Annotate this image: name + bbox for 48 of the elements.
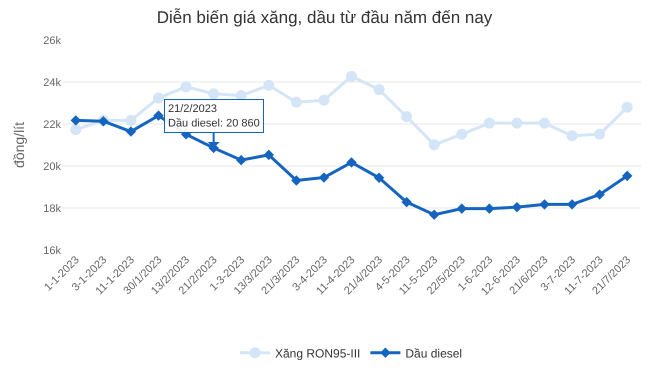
y-tick-label: 20k: [43, 160, 62, 173]
y-axis-title: đồng/lít: [11, 122, 27, 168]
point: [456, 203, 467, 214]
point: [318, 172, 330, 183]
y-tick-label: 22k: [43, 118, 62, 131]
point: [594, 128, 606, 140]
point: [70, 115, 81, 126]
point: [318, 94, 330, 106]
point: [594, 189, 605, 200]
point: [125, 114, 136, 126]
point: [236, 154, 246, 166]
point: [180, 81, 192, 92]
point: [346, 70, 357, 82]
y-tick-label: 26k: [43, 34, 62, 47]
point: [484, 203, 495, 214]
point: [401, 111, 412, 122]
point: [429, 210, 440, 220]
point: [401, 196, 412, 208]
point: [70, 124, 82, 136]
point: [622, 170, 632, 182]
point: [512, 202, 522, 212]
point: [511, 118, 522, 129]
y-tick-label: 18k: [43, 202, 62, 215]
point: [374, 84, 385, 96]
chart-title: Diễn biến giá xăng, dầu từ đầu năm đến nay: [156, 8, 493, 28]
point: [374, 172, 384, 183]
point: [566, 199, 578, 210]
point: [456, 128, 468, 140]
annotation: 21/2/2023 Dầu diesel: 20 860: [168, 103, 260, 130]
point: [153, 110, 164, 121]
point: [263, 80, 274, 91]
point: [126, 126, 136, 137]
point: [291, 175, 302, 186]
point: [566, 130, 578, 142]
point: [622, 102, 633, 113]
point: [539, 118, 550, 129]
point: [346, 157, 357, 168]
legend-label: Dầu diesel: [405, 346, 462, 360]
y-tick-label: 24k: [43, 76, 62, 89]
y-tick-label: 16k: [43, 244, 62, 257]
point: [208, 88, 220, 100]
point: [428, 139, 440, 150]
point: [290, 96, 302, 108]
point: [153, 92, 164, 104]
point: [539, 199, 550, 210]
point: [264, 150, 274, 160]
point: [484, 118, 495, 129]
legend-label: Xăng RON95-III: [275, 346, 360, 360]
